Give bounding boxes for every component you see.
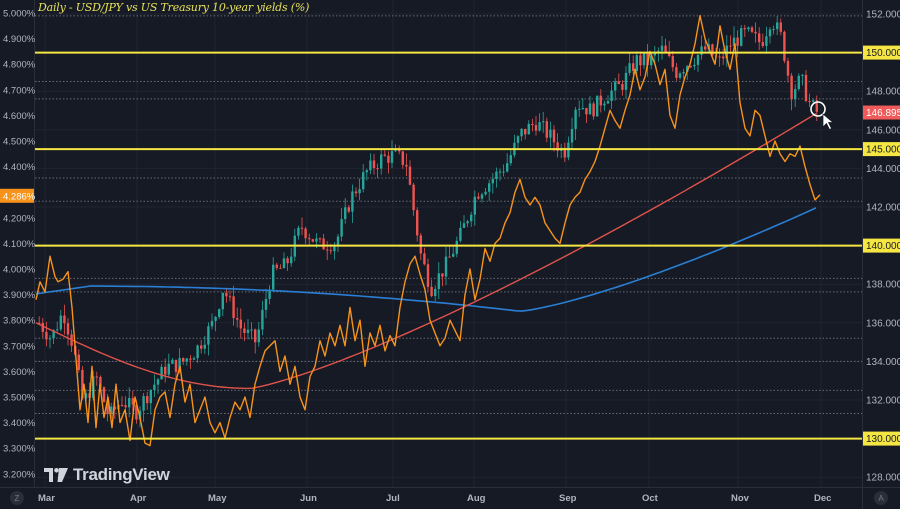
left-axis-tick: 3.700% [3,341,36,352]
crosshair-circle [810,101,826,117]
right-axis-tick: 138.000 [866,280,900,291]
left-axis-tick: 3.900% [3,290,36,301]
left-axis-tick: 3.300% [3,444,36,455]
x-tick-nov: Nov [731,493,750,504]
right-axis-tick: 142.000 [866,203,900,214]
level-badge: 130.000 [866,434,900,445]
left-axis-tick: 4.900% [3,34,36,45]
tradingview-logo-text: TradingView [73,465,170,484]
yield-last-value-badge: 4.286% [3,191,36,202]
left-axis-tick: 3.800% [3,316,36,327]
left-axis-tick: 3.500% [3,393,36,404]
right-axis-tick: 128.000 [866,473,900,484]
right-axis-tick: 152.000 [866,10,900,21]
x-tick-may: May [208,493,227,504]
left-axis-tick: 3.400% [3,418,36,429]
level-badge: 150.000 [866,48,900,59]
tradingview-logo[interactable]: TradingView [44,465,170,485]
left-axis-tick: 4.100% [3,239,36,250]
x-tick-mar: Mar [38,493,55,504]
right-axis-tick: 134.000 [866,357,900,368]
right-axis-tick: 146.000 [866,125,900,136]
x-tick-dec: Dec [814,493,831,504]
left-axis-tick: 4.600% [3,111,36,122]
left-axis-tick: 4.700% [3,85,36,96]
left-axis-tick: 4.500% [3,137,36,148]
auto-scale-button[interactable]: A [874,491,888,505]
left-axis-tick: 3.600% [3,367,36,378]
right-axis-tick: 132.000 [866,396,900,407]
x-tick-aug: Aug [467,493,486,504]
mouse-cursor-icon [822,113,834,130]
x-tick-apr: Apr [130,493,147,504]
red-moving-average-line [35,113,817,390]
yield-line [35,14,821,447]
tradingview-logo-icon [44,468,68,482]
zoom-reset-button[interactable]: Z [10,491,24,505]
x-tick-oct: Oct [642,493,659,504]
left-axis-tick: 3.200% [3,469,36,480]
x-tick-jun: Jun [300,493,317,504]
right-axis-tick: 148.000 [866,87,900,98]
x-tick-sep: Sep [559,493,577,504]
level-badge: 145.000 [866,145,900,156]
blue-moving-average-line [35,207,817,312]
level-badge: 140.000 [866,241,900,252]
x-tick-jul: Jul [386,493,400,504]
right-axis-tick: 136.000 [866,318,900,329]
left-axis-tick: 5.000% [3,9,36,20]
left-axis-tick: 4.800% [3,60,36,71]
right-axis-tick: 144.000 [866,164,900,175]
left-axis-tick: 4.000% [3,265,36,276]
price-last-value-badge: 146.895 [866,108,900,119]
left-axis-tick: 4.200% [3,213,36,224]
left-axis-tick: 4.400% [3,162,36,173]
chart-title: Daily - USD/JPY vs US Treasury 10-year y… [38,1,310,14]
